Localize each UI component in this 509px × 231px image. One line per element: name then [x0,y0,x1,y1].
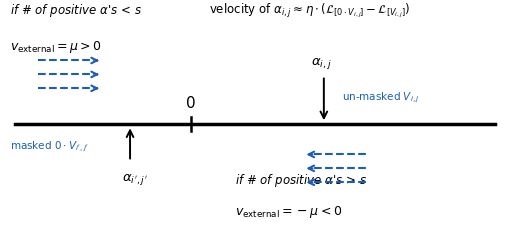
Text: 0: 0 [186,96,195,111]
Text: if # of positive $\alpha$'s > $s$: if # of positive $\alpha$'s > $s$ [234,171,366,188]
Text: velocity of $\alpha_{i,j} \approx \eta \cdot (\mathcal{L}_{[0\cdot V_{i,j}]} - \: velocity of $\alpha_{i,j} \approx \eta \… [209,2,410,20]
Text: masked $0 \cdot V_{i',j'}$: masked $0 \cdot V_{i',j'}$ [10,139,89,153]
Text: $\alpha_{i',j'}$: $\alpha_{i',j'}$ [122,171,148,186]
Text: $v_\mathrm{external} = -\mu < 0$: $v_\mathrm{external} = -\mu < 0$ [234,203,341,219]
Text: un-masked $V_{i,j}$: un-masked $V_{i,j}$ [341,90,418,104]
Text: $v_\mathrm{external} = \mu > 0$: $v_\mathrm{external} = \mu > 0$ [10,39,102,55]
Text: $\alpha_{i,j}$: $\alpha_{i,j}$ [310,55,331,70]
Text: if # of positive $\alpha$'s < $s$: if # of positive $\alpha$'s < $s$ [10,2,142,19]
